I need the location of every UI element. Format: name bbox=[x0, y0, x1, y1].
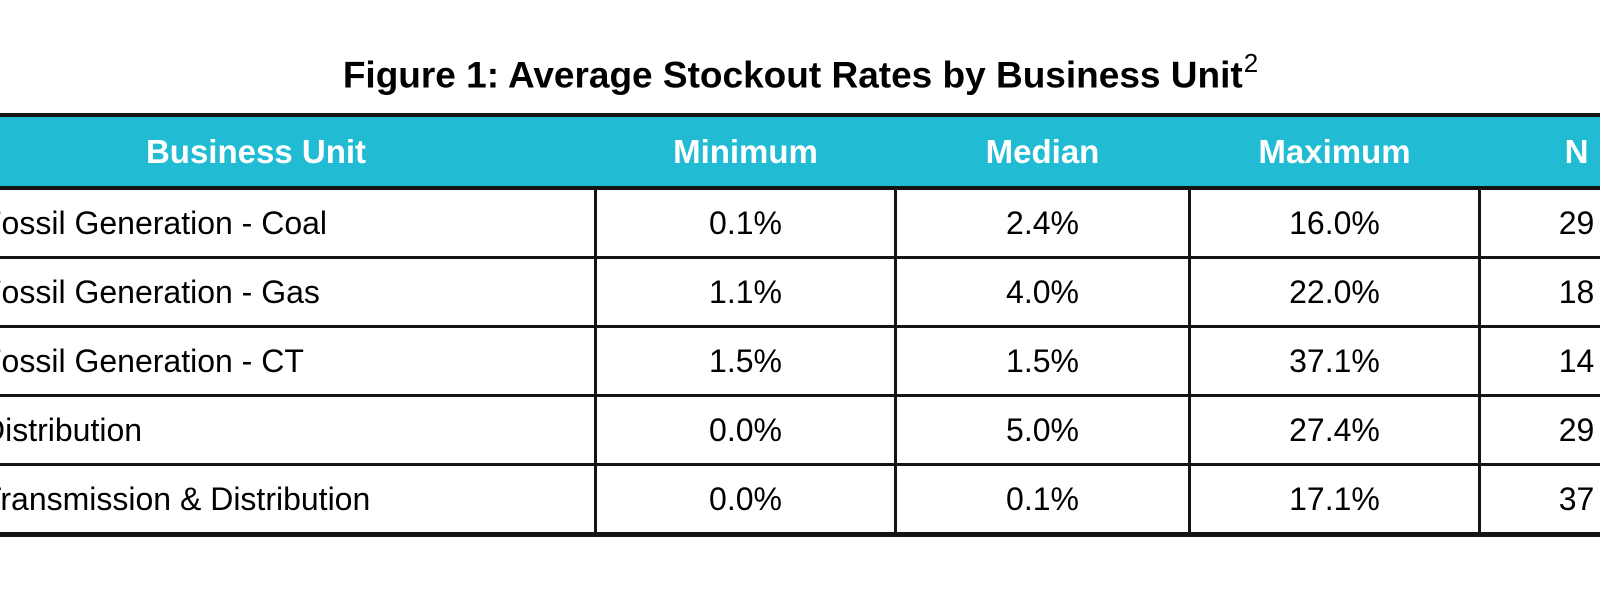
cell-maximum: 16.0% bbox=[1188, 186, 1481, 259]
cell-n: 29 bbox=[1478, 394, 1600, 466]
table-row: Fossil Generation - Gas 1.1% 4.0% 22.0% … bbox=[0, 256, 1600, 328]
table-row: Fossil Generation - CT 1.5% 1.5% 37.1% 1… bbox=[0, 325, 1600, 397]
cell-minimum: 1.1% bbox=[594, 256, 897, 328]
cell-maximum: 22.0% bbox=[1188, 256, 1481, 328]
footnote-marker: 2 bbox=[1243, 48, 1259, 78]
stockout-table-wrapper: Business Unit Minimum Median Maximum N F… bbox=[0, 113, 1600, 537]
cell-n: 29 bbox=[1478, 186, 1600, 259]
col-header-minimum: Minimum bbox=[595, 113, 896, 190]
cell-business-unit: Fossil Generation - CT bbox=[0, 325, 597, 397]
cell-business-unit: Transmission & Distribution bbox=[0, 463, 597, 536]
table-row: Distribution 0.0% 5.0% 27.4% 29 bbox=[0, 394, 1600, 466]
cell-median: 1.5% bbox=[894, 325, 1191, 397]
cell-business-unit: Distribution bbox=[0, 394, 597, 466]
cell-minimum: 0.1% bbox=[594, 186, 897, 259]
col-header-n: N bbox=[1479, 113, 1600, 190]
table-header-row: Business Unit Minimum Median Maximum N bbox=[0, 113, 1600, 190]
cell-n: 14 bbox=[1478, 325, 1600, 397]
cell-maximum: 37.1% bbox=[1188, 325, 1481, 397]
table-row: Fossil Generation - Coal 0.1% 2.4% 16.0%… bbox=[0, 186, 1600, 259]
cell-median: 2.4% bbox=[894, 186, 1191, 259]
cell-maximum: 27.4% bbox=[1188, 394, 1481, 466]
col-header-median: Median bbox=[895, 113, 1190, 190]
figure-title-text: Figure 1: Average Stockout Rates by Busi… bbox=[342, 54, 1243, 96]
col-header-business-unit: Business Unit bbox=[0, 113, 596, 190]
cell-minimum: 0.0% bbox=[594, 394, 897, 466]
cell-business-unit: Fossil Generation - Gas bbox=[0, 256, 597, 328]
table-row: Transmission & Distribution 0.0% 0.1% 17… bbox=[0, 463, 1600, 536]
cell-maximum: 17.1% bbox=[1188, 463, 1481, 536]
cell-minimum: 1.5% bbox=[594, 325, 897, 397]
cell-n: 18 bbox=[1478, 256, 1600, 328]
stockout-rates-table: Business Unit Minimum Median Maximum N F… bbox=[0, 113, 1600, 537]
cell-median: 0.1% bbox=[894, 463, 1191, 536]
col-header-maximum: Maximum bbox=[1189, 113, 1480, 190]
figure-title: Figure 1: Average Stockout Rates by Busi… bbox=[0, 48, 1600, 96]
cell-median: 4.0% bbox=[894, 256, 1191, 328]
cell-median: 5.0% bbox=[894, 394, 1191, 466]
cell-minimum: 0.0% bbox=[594, 463, 897, 536]
cell-n: 37 bbox=[1478, 463, 1600, 536]
cell-business-unit: Fossil Generation - Coal bbox=[0, 186, 597, 259]
